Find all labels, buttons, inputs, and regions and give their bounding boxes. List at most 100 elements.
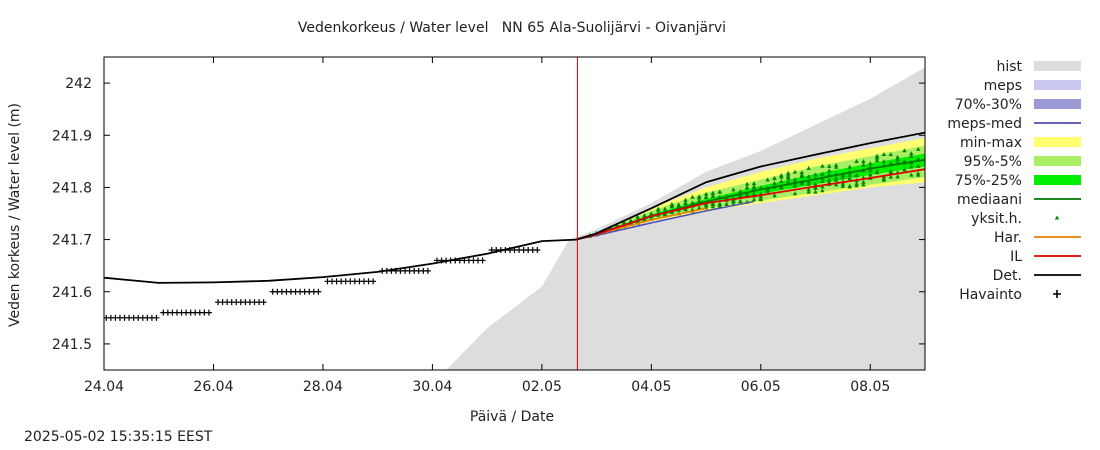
legend-item-det: Det. xyxy=(993,268,1081,284)
ensemble-member-point xyxy=(833,182,839,187)
ensemble-member-point xyxy=(827,177,832,182)
ensemble-member-point xyxy=(731,187,736,192)
x-tick-label: 30.04 xyxy=(412,379,452,395)
ensemble-member-point xyxy=(772,193,777,198)
x-tick-label: 06.05 xyxy=(741,379,781,395)
legend-swatch xyxy=(1034,137,1081,147)
ensemble-member-point xyxy=(874,158,880,162)
ensemble-member-point xyxy=(847,172,852,177)
ensemble-member-point xyxy=(799,170,805,175)
ensemble-member-point xyxy=(738,198,743,203)
ensemble-member-point xyxy=(806,174,811,179)
ensemble-member-point xyxy=(854,183,859,188)
timestamp: 2025-05-02 15:35:15 EEST xyxy=(24,429,213,445)
observation-point xyxy=(370,278,377,285)
x-tick-label: 24.04 xyxy=(84,379,124,395)
legend-item-meps-med: meps-med xyxy=(947,116,1081,132)
ensemble-member-point xyxy=(697,205,702,210)
legend-item-il: IL xyxy=(1010,249,1081,265)
ensemble-member-point xyxy=(751,186,757,190)
legend-label: hist xyxy=(996,59,1022,75)
ensemble-member-point xyxy=(861,179,866,184)
ensemble-member-point xyxy=(895,174,900,179)
ensemble-member-point xyxy=(786,170,791,175)
ensemble-member-point xyxy=(656,207,661,212)
observation-point xyxy=(205,309,212,316)
ensemble-member-point xyxy=(827,180,832,184)
ensemble-member-point xyxy=(703,203,709,208)
legend-label: meps xyxy=(984,78,1022,94)
legend-label: Det. xyxy=(993,268,1022,284)
ensemble-member-point xyxy=(881,176,887,181)
x-tick-label: 08.05 xyxy=(850,379,890,395)
legend-swatch xyxy=(1034,99,1081,109)
ensemble-member-point xyxy=(738,189,743,194)
observation-point xyxy=(479,257,486,264)
ensemble-member-point xyxy=(854,181,859,186)
ensemble-member-point xyxy=(868,168,873,173)
observation-point xyxy=(315,288,322,295)
ensemble-member-point xyxy=(861,182,866,187)
x-axis-label: Päivä / Date xyxy=(470,409,554,425)
det-line xyxy=(104,131,925,284)
ensemble-member-point xyxy=(840,175,846,180)
observation-point xyxy=(424,267,431,274)
ensemble-member-point xyxy=(806,187,811,192)
ensemble-member-point xyxy=(731,198,736,203)
legend-item-75-25: 75%-25% xyxy=(955,173,1081,189)
y-tick-label: 241.9 xyxy=(52,128,92,144)
ensemble-member-point xyxy=(840,181,846,186)
ensemble-member-point xyxy=(792,169,798,174)
axes: 241.5 241.6 241.7 241.8 241.9 242 24.04 26.04 28… xyxy=(52,56,926,395)
ensemble-member-point xyxy=(792,177,798,182)
ensemble-member-point xyxy=(690,194,695,199)
ensemble-member-point xyxy=(744,185,750,190)
plot-frame xyxy=(103,56,926,371)
il-line xyxy=(575,168,925,241)
legend-item-min-max: min-max xyxy=(960,135,1081,151)
ensemble-member-point xyxy=(820,178,825,183)
legend-label: 70%-30% xyxy=(955,97,1022,113)
ensemble-member-point xyxy=(710,204,716,209)
x-tick-label: 28.04 xyxy=(303,379,343,395)
ensemble-member-point xyxy=(786,179,791,184)
ensemble-member-point xyxy=(751,191,757,196)
legend-item-yksit-h: yksit.h. xyxy=(971,211,1060,227)
ensemble-member-point xyxy=(909,164,914,169)
ensemble-member-point xyxy=(717,189,722,194)
legend-label: 95%-5% xyxy=(964,154,1022,170)
ensemble-member-point xyxy=(840,183,846,188)
legend-swatch xyxy=(1034,156,1081,166)
legend-item-hist: hist xyxy=(996,59,1081,75)
ensemble-member-point xyxy=(916,146,921,151)
ensemble-member-point xyxy=(895,154,900,159)
ensemble-member-point xyxy=(710,191,716,196)
ensemble-member-point xyxy=(888,161,893,165)
ensemble-member-point xyxy=(909,172,914,177)
legend-label: 75%-25% xyxy=(955,173,1022,189)
chart-title: Vedenkorkeus / Water level NN 65 Ala-Suo… xyxy=(298,20,726,36)
ensemble-member-point xyxy=(628,218,633,223)
ensemble-member-point xyxy=(854,173,859,178)
y-tick-label: 241.6 xyxy=(52,285,92,301)
legend-item-95-5: 95%-5% xyxy=(964,154,1081,170)
legend-item-har: Har. xyxy=(994,230,1081,246)
legend-label: yksit.h. xyxy=(971,211,1022,227)
ensemble-member-point xyxy=(806,189,811,194)
legend-label: meps-med xyxy=(947,116,1022,132)
ensemble-member-point xyxy=(861,162,866,167)
ensemble-member-point xyxy=(813,172,818,177)
y-tick-label: 242 xyxy=(65,76,92,92)
ensemble-member-point xyxy=(833,163,839,167)
legend-label: min-max xyxy=(960,135,1022,151)
ensemble-member-point xyxy=(806,165,811,170)
y-axis-label: Veden korkeus / Water level (m) xyxy=(7,103,23,327)
legend-label: Havainto xyxy=(959,287,1022,303)
ensemble-member-point xyxy=(916,163,921,168)
ensemble-member-point xyxy=(758,197,763,202)
ensemble-member-point xyxy=(833,175,839,180)
ensemble-member-point xyxy=(827,163,832,168)
ensemble-member-point xyxy=(895,157,900,162)
legend-label: Har. xyxy=(994,230,1022,246)
